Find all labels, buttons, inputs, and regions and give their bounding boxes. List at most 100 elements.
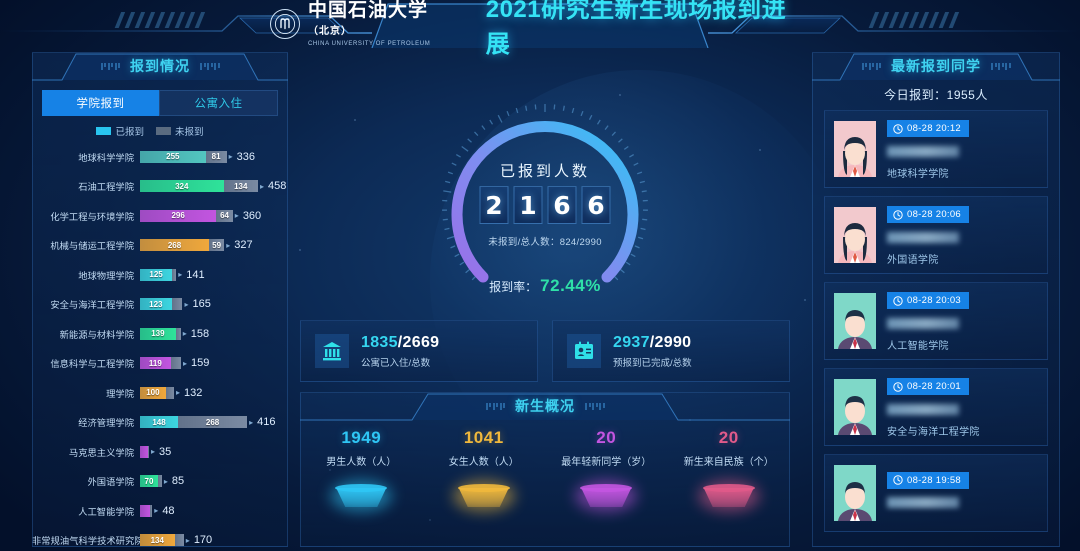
- decorative-dots-right: [200, 62, 220, 70]
- decorative-dots-right-2: [585, 402, 605, 410]
- bar-total-value: 132: [184, 386, 203, 399]
- college-bar-chart: 地球科学学院 255 81 ▸ 336 石油工程学院 324 134 ▸ 458 化学工程与环境学院…: [32, 142, 288, 551]
- avatar: [834, 207, 876, 263]
- new-student-stat-label: 新生来自民族（个）: [683, 457, 774, 468]
- panel-title-registration: 报到情况: [32, 52, 288, 80]
- new-student-stat-label: 女生人数（人）: [448, 457, 519, 468]
- bar-total-value: 48: [162, 504, 175, 517]
- registration-rate: 报到率： 72.44%: [489, 276, 601, 295]
- university-name-en: CHINA UNIVERSITY OF PETROLEUM: [308, 40, 431, 47]
- new-student-stat-value: 20: [718, 428, 739, 447]
- dormitory-stat-label: 公寓已入住/总数: [361, 357, 431, 369]
- pre-registration-stat-value: 2937/2990: [613, 334, 692, 352]
- bar-category-label: 地球物理学院: [78, 270, 134, 281]
- new-student-stat-value: 1949: [341, 428, 382, 447]
- pre-registration-stat-label: 预报到已完成/总数: [613, 357, 692, 369]
- checkin-time-badge: 08-28 19:58: [887, 471, 970, 489]
- bar-category-label: 外国语学院: [87, 477, 135, 488]
- bar-track: 268 59 ▸ 327: [140, 239, 288, 252]
- bar-arrow-icon: ▸: [178, 270, 183, 280]
- bar-segment-registered: 139: [140, 327, 176, 340]
- bar-track: 134 ▸ 170: [140, 534, 288, 547]
- tab-college-registration[interactable]: 学院报到: [42, 90, 159, 116]
- list-item[interactable]: 08-28 20:06 外国语学院: [824, 196, 1048, 274]
- bar-total-value: 159: [191, 357, 210, 370]
- student-name-redacted: [887, 231, 959, 243]
- checkin-time: 08-28 20:12: [907, 123, 962, 135]
- student-college: 人工智能学院: [887, 340, 949, 352]
- bar-arrow-icon: ▸: [228, 152, 233, 162]
- bar-segment-registered: 255: [140, 150, 206, 163]
- list-item[interactable]: 08-28 20:01 安全与海洋工程学院: [824, 368, 1048, 446]
- gauge-arc: [442, 104, 648, 283]
- decorative-dots-right-3: [991, 62, 1011, 70]
- clock-icon: [893, 296, 903, 306]
- student-checkin-list[interactable]: 08-28 20:12 地球科学学院 08-28 20:06 外国语学院 08-28 2…: [824, 110, 1048, 540]
- table-row: 经济管理学院 148 268 ▸ 416: [32, 408, 288, 438]
- gauge-label: 已报到人数: [499, 163, 590, 180]
- bar-arrow-icon: ▸: [182, 329, 187, 339]
- funnel-graphic: [452, 480, 515, 512]
- bar-category-label: 机械与储运工程学院: [50, 241, 134, 252]
- avatar: [834, 121, 876, 177]
- checkin-time-badge: 08-28 20:03: [887, 292, 970, 310]
- bar-segment-registered: [140, 504, 150, 517]
- panel-header-frame: [32, 53, 288, 81]
- bar-segment-unregistered: 81: [205, 150, 227, 163]
- bar-track: 119 ▸ 159: [140, 357, 288, 370]
- bar-arrow-icon: ▸: [226, 240, 231, 250]
- checkin-time-badge: 08-28 20:06: [887, 206, 970, 224]
- table-row: 机械与储运工程学院 268 59 ▸ 327: [32, 231, 288, 261]
- list-item[interactable]: 08-28 19:58: [824, 454, 1048, 532]
- gauge-digit-2: 6: [547, 186, 577, 224]
- bar-segment-unregistered: [150, 504, 153, 517]
- bar-arrow-icon: ▸: [150, 447, 155, 457]
- dormitory-stat-card[interactable]: 1835/2669 公寓已入住/总数: [300, 320, 538, 382]
- new-student-overview-panel: 新生概况 1949 男生人数（人） 1041 女生人数（人） 20 最年轻新同学（岁） 20…: [300, 392, 790, 547]
- bar-segment-registered: 324: [140, 180, 224, 193]
- bar-total-value: 458: [268, 180, 287, 193]
- bar-track: 123 ▸ 165: [140, 298, 288, 311]
- student-college: 外国语学院: [887, 254, 939, 266]
- bar-track: 139 ▸ 158: [140, 327, 288, 340]
- decorative-dots-left-3: [861, 62, 881, 70]
- university-name-block: 中国石油大学（北京） CHINA UNIVERSITY OF PETROLEUM: [308, 1, 472, 47]
- table-row: 马克思主义学院 ▸ 35: [32, 437, 288, 467]
- table-row: 地球科学学院 255 81 ▸ 336: [32, 142, 288, 172]
- bar-category-label: 化学工程与环境学院: [50, 211, 134, 222]
- bar-arrow-icon: ▸: [154, 506, 159, 516]
- dormitory-stat-value: 1835/2669: [361, 334, 440, 352]
- bar-arrow-icon: ▸: [185, 535, 190, 545]
- bar-segment-registered: 70: [140, 475, 158, 488]
- panel-header-frame-right: [812, 53, 1060, 81]
- tab-dormitory-checkin[interactable]: 公寓入住: [159, 90, 278, 116]
- bar-track: 296 64 ▸ 360: [140, 209, 288, 222]
- bar-segment-registered: 100: [140, 386, 166, 399]
- legend-swatch-registered: [96, 127, 112, 135]
- panel-title-new-students: 新生概况: [300, 392, 790, 420]
- checkin-time-badge: 08-28 20:12: [887, 120, 970, 138]
- registration-tabs[interactable]: 学院报到 公寓入住: [42, 90, 278, 116]
- list-item[interactable]: 08-28 20:12 地球科学学院: [824, 110, 1048, 188]
- bar-segment-registered: 268: [140, 239, 209, 252]
- bar-segment-unregistered: 268: [178, 416, 248, 429]
- bar-total-value: 35: [159, 445, 172, 458]
- bar-category-label: 信息科学与工程学院: [50, 359, 134, 370]
- registration-status-panel: 报到情况 学院报到 公寓入住 已报到 未报到 地球科学学院 255 81 ▸ 336 石油…: [32, 52, 288, 547]
- today-checkin-count: 今日报到：1955人: [884, 88, 988, 102]
- pre-registration-stat-card[interactable]: 2937/2990 预报到已完成/总数: [552, 320, 790, 382]
- list-item[interactable]: 08-28 20:03 人工智能学院: [824, 282, 1048, 360]
- avatar: [834, 379, 876, 435]
- bar-segment-unregistered: [175, 327, 181, 340]
- bank-building-icon: [315, 334, 349, 368]
- clock-icon: [893, 210, 903, 220]
- panel-title-latest-checkin: 最新报到同学: [812, 52, 1060, 80]
- table-row: 新能源与材料学院 139 ▸ 158: [32, 319, 288, 349]
- legend-item-registered: 已报到: [96, 124, 144, 138]
- bar-category-label: 人工智能学院: [78, 506, 134, 517]
- bar-category-label: 经济管理学院: [78, 418, 134, 429]
- bar-track: 70 ▸ 85: [140, 475, 288, 488]
- table-row: 非常规油气科学技术研究院 134 ▸ 170: [32, 526, 288, 551]
- university-crest-icon: [270, 9, 300, 39]
